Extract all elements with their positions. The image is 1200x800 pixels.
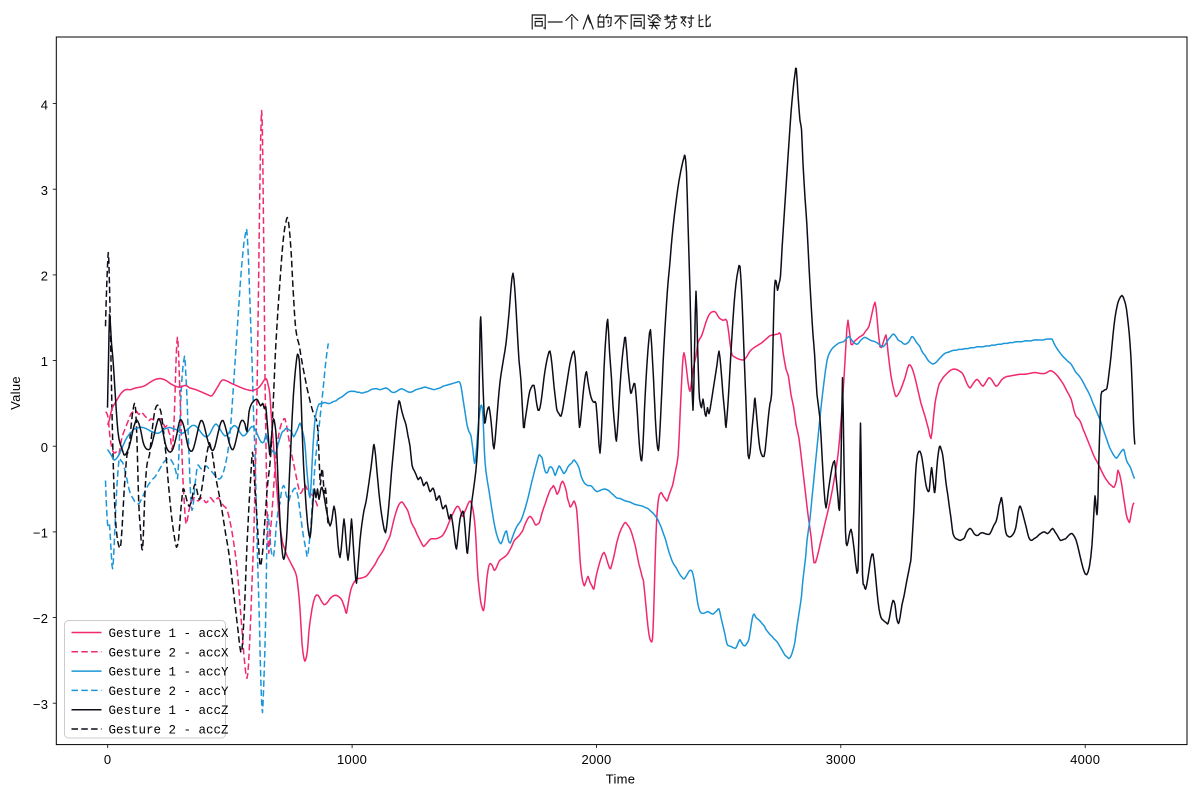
svg-text:1000: 1000 [337, 752, 367, 767]
svg-text:2: 2 [41, 269, 49, 284]
svg-text:Gesture 1 - accZ: Gesture 1 - accZ [109, 704, 230, 718]
svg-text:−3: −3 [33, 697, 48, 712]
svg-text:−2: −2 [33, 611, 48, 626]
svg-text:Gesture 2 - accX: Gesture 2 - accX [109, 646, 230, 660]
svg-text:Gesture 1 - accY: Gesture 1 - accY [109, 666, 230, 680]
svg-text:Value: Value [8, 376, 23, 410]
svg-text:0: 0 [104, 752, 112, 767]
svg-text:4000: 4000 [1070, 752, 1100, 767]
svg-text:Time: Time [606, 772, 636, 787]
svg-text:0: 0 [41, 440, 49, 455]
svg-text:2000: 2000 [581, 752, 611, 767]
svg-text:3: 3 [41, 183, 49, 198]
svg-text:Gesture 2 - accZ: Gesture 2 - accZ [109, 724, 230, 738]
svg-text:−1: −1 [33, 526, 48, 541]
svg-text:4: 4 [41, 97, 49, 112]
svg-text:Gesture 2 - accY: Gesture 2 - accY [109, 685, 230, 699]
svg-text:1: 1 [41, 354, 49, 369]
svg-text:3000: 3000 [826, 752, 856, 767]
svg-text:Gesture 1 - accX: Gesture 1 - accX [109, 627, 230, 641]
